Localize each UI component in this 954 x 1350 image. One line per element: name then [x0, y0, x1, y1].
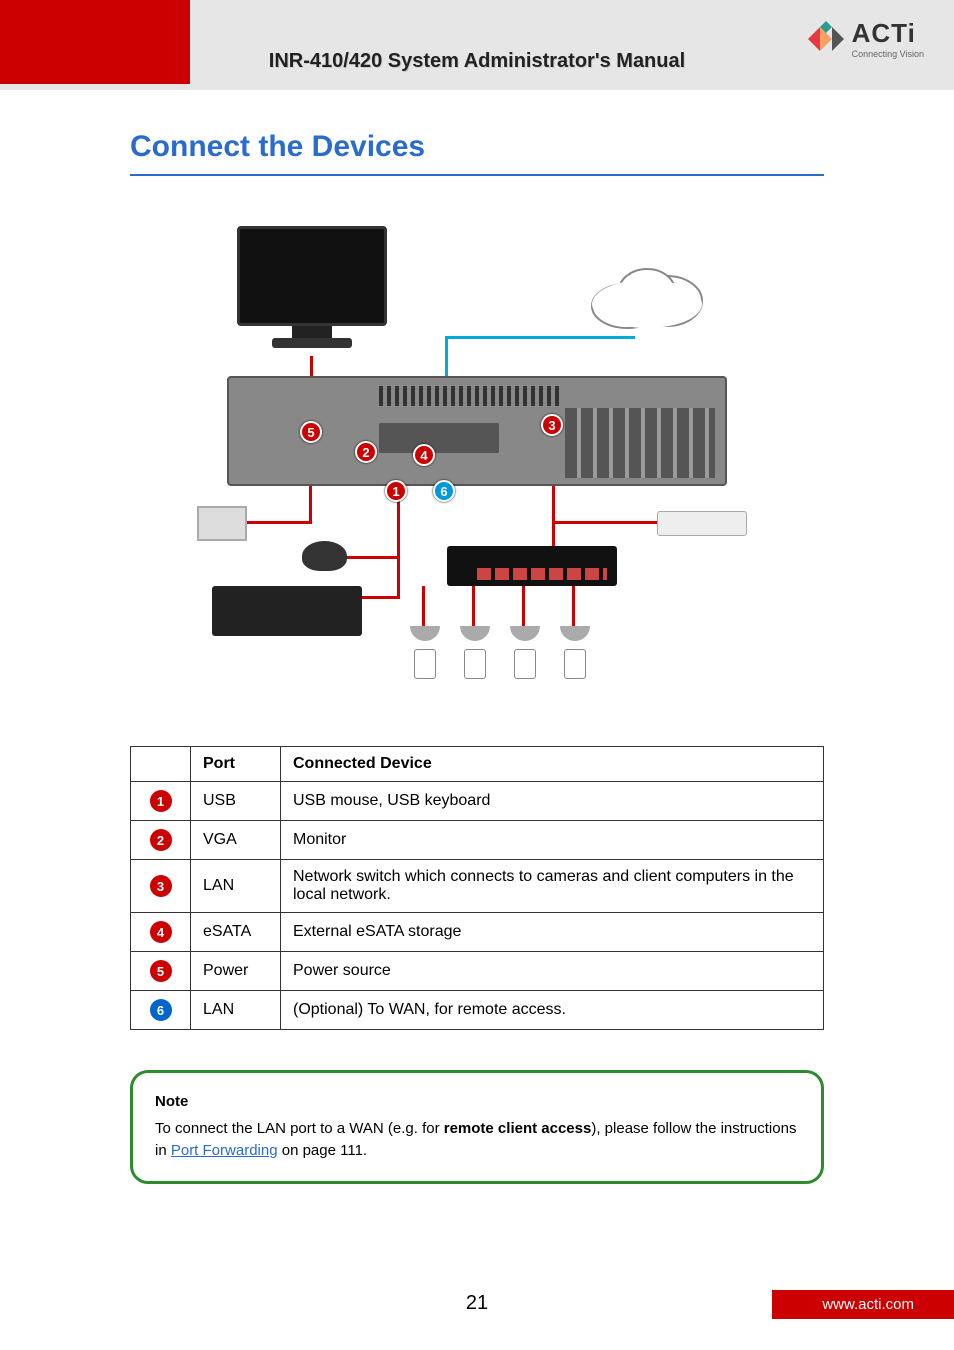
- table-row: 5 PowerPower source: [131, 952, 824, 991]
- row-description: Network switch which connects to cameras…: [281, 860, 824, 913]
- logo-tagline: Connecting Vision: [852, 49, 924, 59]
- section-title: Connect the Devices: [130, 130, 824, 176]
- wall-socket-icon: [197, 506, 247, 541]
- row-description: Monitor: [281, 821, 824, 860]
- table-header-blank: [131, 747, 191, 782]
- row-port: USB: [191, 782, 281, 821]
- row-number-badge: 4: [150, 921, 172, 943]
- diagram-marker-6: 6: [433, 480, 455, 502]
- keyboard-icon: [212, 586, 362, 636]
- header-bar: INR-410/420 System Administrator's Manua…: [0, 0, 954, 90]
- note-text-end: on page 111.: [278, 1142, 368, 1159]
- row-port: Power: [191, 952, 281, 991]
- network-switch-icon: [447, 546, 617, 586]
- connection-table: Port Connected Device 1 USBUSB mouse, USB…: [130, 746, 824, 1030]
- row-number-badge: 5: [150, 960, 172, 982]
- diagram-marker-2: 2: [355, 441, 377, 463]
- row-port: LAN: [191, 991, 281, 1030]
- table-row: 4 eSATAExternal eSATA storage: [131, 913, 824, 952]
- row-port: eSATA: [191, 913, 281, 952]
- table-header-port: Port: [191, 747, 281, 782]
- diagram-marker-3: 3: [541, 414, 563, 436]
- camera-icon-3: [507, 626, 542, 681]
- logo-mark-icon: [806, 19, 846, 59]
- row-port: VGA: [191, 821, 281, 860]
- diagram-marker-5: 5: [300, 421, 322, 443]
- table-header-row: Port Connected Device: [131, 747, 824, 782]
- note-body: To connect the LAN port to a WAN (e.g. f…: [155, 1118, 799, 1163]
- row-number-badge: 6: [150, 999, 172, 1021]
- row-description: External eSATA storage: [281, 913, 824, 952]
- note-link[interactable]: Port Forwarding: [171, 1142, 278, 1159]
- row-description: USB mouse, USB keyboard: [281, 782, 824, 821]
- row-number-badge: 1: [150, 790, 172, 812]
- cable-power-h: [237, 521, 312, 524]
- diagram-marker-1: 1: [385, 480, 407, 502]
- note-title: Note: [155, 1091, 799, 1114]
- external-drive-icon: [657, 511, 747, 536]
- cable-wan-h: [445, 336, 635, 339]
- table-row: 2 VGAMonitor: [131, 821, 824, 860]
- brand-logo: ACTi Connecting Vision: [806, 18, 924, 59]
- table-row: 3 LANNetwork switch which connects to cam…: [131, 860, 824, 913]
- table-row: 6 LAN(Optional) To WAN, for remote access…: [131, 991, 824, 1030]
- footer-url: www.acti.com: [772, 1290, 954, 1319]
- page-content: Connect the Devices: [0, 90, 954, 1184]
- table-header-device: Connected Device: [281, 747, 824, 782]
- cable-usb-v: [397, 486, 400, 596]
- note-text-pre: To connect the LAN port to a WAN (e.g. f…: [155, 1120, 444, 1137]
- monitor-icon: [237, 226, 387, 356]
- camera-icon-1: [407, 626, 442, 681]
- note-text-mid: remote client access: [444, 1120, 592, 1137]
- row-description: (Optional) To WAN, for remote access.: [281, 991, 824, 1030]
- row-number-badge: 3: [150, 875, 172, 897]
- camera-icon-2: [457, 626, 492, 681]
- diagram-marker-4: 4: [413, 444, 435, 466]
- mouse-icon: [302, 541, 347, 571]
- logo-text: ACTi: [852, 18, 924, 49]
- connection-diagram: 12 3 4 5 6: [197, 226, 757, 706]
- row-number-badge: 2: [150, 829, 172, 851]
- row-description: Power source: [281, 952, 824, 991]
- row-port: LAN: [191, 860, 281, 913]
- camera-icon-4: [557, 626, 592, 681]
- cable-power-v: [309, 486, 312, 521]
- note-box: Note To connect the LAN port to a WAN (e…: [130, 1070, 824, 1184]
- table-row: 1 USBUSB mouse, USB keyboard: [131, 782, 824, 821]
- cloud-icon: [577, 256, 717, 336]
- footer: 21 www.acti.com: [0, 1292, 954, 1322]
